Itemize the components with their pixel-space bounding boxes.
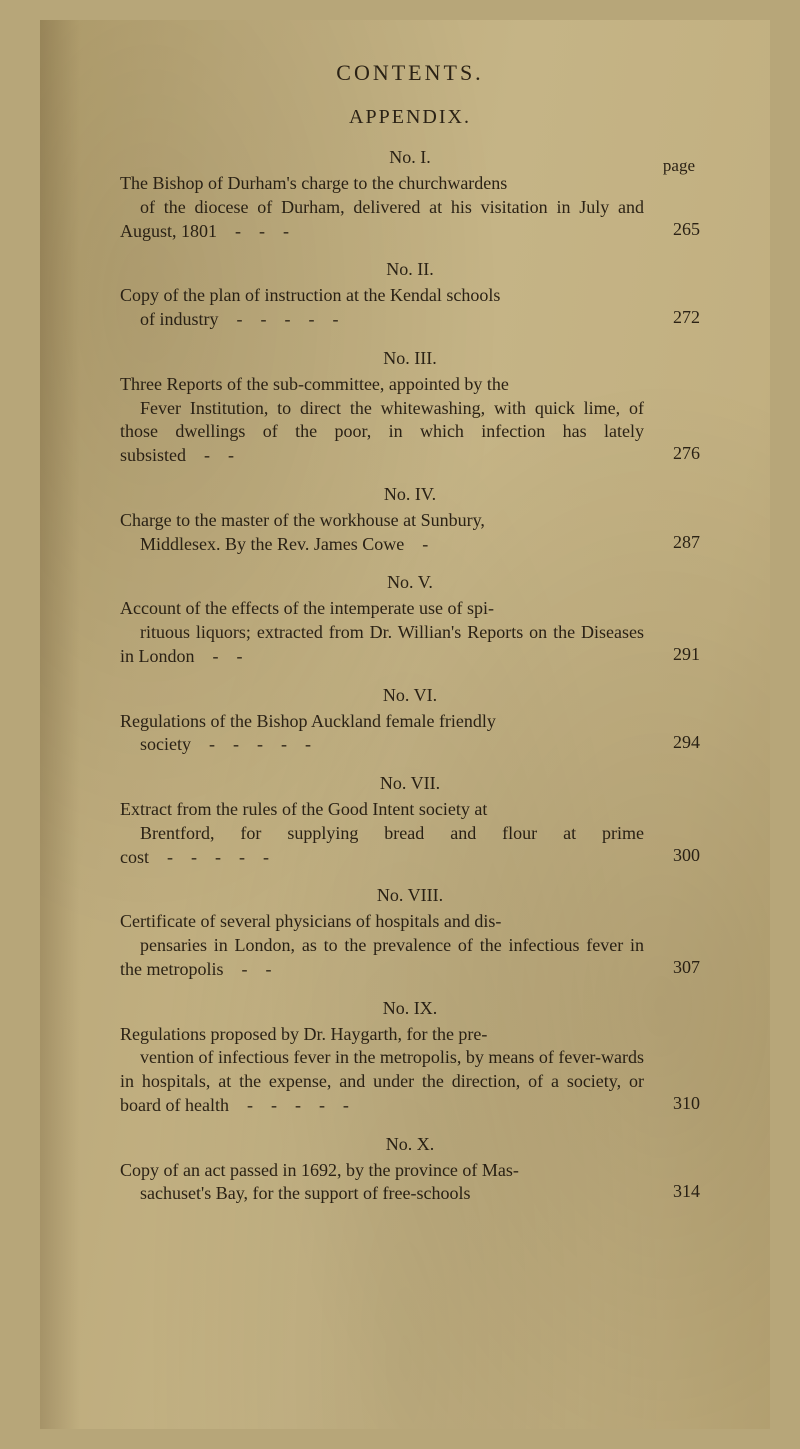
entry-continuation: sachuset's Bay, for the support of free-… bbox=[120, 1182, 644, 1206]
toc-section-2: No. II. Copy of the plan of instruction … bbox=[120, 259, 700, 332]
entry-page-number: 300 bbox=[650, 844, 700, 868]
toc-section-10: No. X. Copy of an act passed in 1692, by… bbox=[120, 1134, 700, 1207]
entry-page-number: 272 bbox=[650, 306, 700, 330]
toc-section-8: No. VIII. Certificate of several physici… bbox=[120, 885, 700, 981]
appendix-subheader: APPENDIX. bbox=[120, 106, 700, 129]
entry-first-line: Account of the effects of the intemperat… bbox=[120, 597, 644, 621]
toc-entry: Regulations of the Bishop Auckland femal… bbox=[120, 710, 700, 758]
entry-page-number: 265 bbox=[650, 218, 700, 242]
toc-section-1: No. I. The Bishop of Durham's charge to … bbox=[120, 147, 700, 243]
section-title: No. VII. bbox=[120, 773, 700, 794]
entry-first-line: Copy of an act passed in 1692, by the pr… bbox=[120, 1159, 644, 1183]
entry-first-line: Three Reports of the sub-committee, appo… bbox=[120, 373, 644, 397]
toc-section-6: No. VI. Regulations of the Bishop Auckla… bbox=[120, 685, 700, 758]
section-title: No. X. bbox=[120, 1134, 700, 1155]
section-title: No. VI. bbox=[120, 685, 700, 706]
toc-entry: Certificate of several physicians of hos… bbox=[120, 910, 700, 981]
entry-first-line: Charge to the master of the workhouse at… bbox=[120, 509, 644, 533]
toc-entry: Copy of an act passed in 1692, by the pr… bbox=[120, 1159, 700, 1207]
entry-first-line: Regulations of the Bishop Auckland femal… bbox=[120, 710, 644, 734]
entry-first-line: Certificate of several physicians of hos… bbox=[120, 910, 644, 934]
entry-page-number: 291 bbox=[650, 643, 700, 667]
toc-section-9: No. IX. Regulations proposed by Dr. Hayg… bbox=[120, 998, 700, 1118]
toc-section-4: No. IV. Charge to the master of the work… bbox=[120, 484, 700, 557]
entry-continuation: Middlesex. By the Rev. James Cowe - bbox=[120, 533, 644, 557]
section-title: No. V. bbox=[120, 572, 700, 593]
entry-page-number: 314 bbox=[650, 1180, 700, 1204]
toc-section-5: No. V. Account of the effects of the int… bbox=[120, 572, 700, 668]
entry-page-number: 287 bbox=[650, 531, 700, 555]
entry-continuation: of the diocese of Durham, delivered at h… bbox=[120, 196, 644, 244]
entry-continuation: society - - - - - bbox=[120, 733, 644, 757]
document-page: CONTENTS. APPENDIX. page No. I. The Bish… bbox=[40, 20, 770, 1429]
entry-continuation: of industry - - - - - bbox=[120, 308, 644, 332]
entry-page-number: 294 bbox=[650, 731, 700, 755]
toc-entry: Charge to the master of the workhouse at… bbox=[120, 509, 700, 557]
toc-entry: Three Reports of the sub-committee, appo… bbox=[120, 373, 700, 468]
entry-continuation: Fever Institution, to direct the whitewa… bbox=[120, 397, 644, 468]
entry-page-number: 276 bbox=[650, 442, 700, 466]
entry-continuation: pensaries in London, as to the prevalenc… bbox=[120, 934, 644, 982]
entry-continuation: Brentford, for supplying bread and flour… bbox=[120, 822, 644, 870]
toc-entry: Copy of the plan of instruction at the K… bbox=[120, 284, 700, 332]
section-title: No. IX. bbox=[120, 998, 700, 1019]
toc-section-7: No. VII. Extract from the rules of the G… bbox=[120, 773, 700, 869]
entry-page-number: 307 bbox=[650, 956, 700, 980]
toc-entry: Extract from the rules of the Good Inten… bbox=[120, 798, 700, 869]
section-title: No. VIII. bbox=[120, 885, 700, 906]
entry-first-line: Regulations proposed by Dr. Haygarth, fo… bbox=[120, 1023, 644, 1047]
entry-first-line: The Bishop of Durham's charge to the chu… bbox=[120, 172, 644, 196]
section-title: No. II. bbox=[120, 259, 700, 280]
section-title: No. I. bbox=[120, 147, 700, 168]
entry-continuation: rituous liquors; extracted from Dr. Will… bbox=[120, 621, 644, 669]
section-title: No. IV. bbox=[120, 484, 700, 505]
toc-entry: The Bishop of Durham's charge to the chu… bbox=[120, 172, 700, 243]
toc-entry: Regulations proposed by Dr. Haygarth, fo… bbox=[120, 1023, 700, 1118]
entry-page-number: 310 bbox=[650, 1092, 700, 1116]
entry-first-line: Copy of the plan of instruction at the K… bbox=[120, 284, 644, 308]
toc-section-3: No. III. Three Reports of the sub-commit… bbox=[120, 348, 700, 468]
section-title: No. III. bbox=[120, 348, 700, 369]
toc-entry: Account of the effects of the intemperat… bbox=[120, 597, 700, 668]
entry-first-line: Extract from the rules of the Good Inten… bbox=[120, 798, 644, 822]
contents-header: CONTENTS. bbox=[120, 60, 700, 86]
entry-continuation: vention of infectious fever in the metro… bbox=[120, 1046, 644, 1117]
